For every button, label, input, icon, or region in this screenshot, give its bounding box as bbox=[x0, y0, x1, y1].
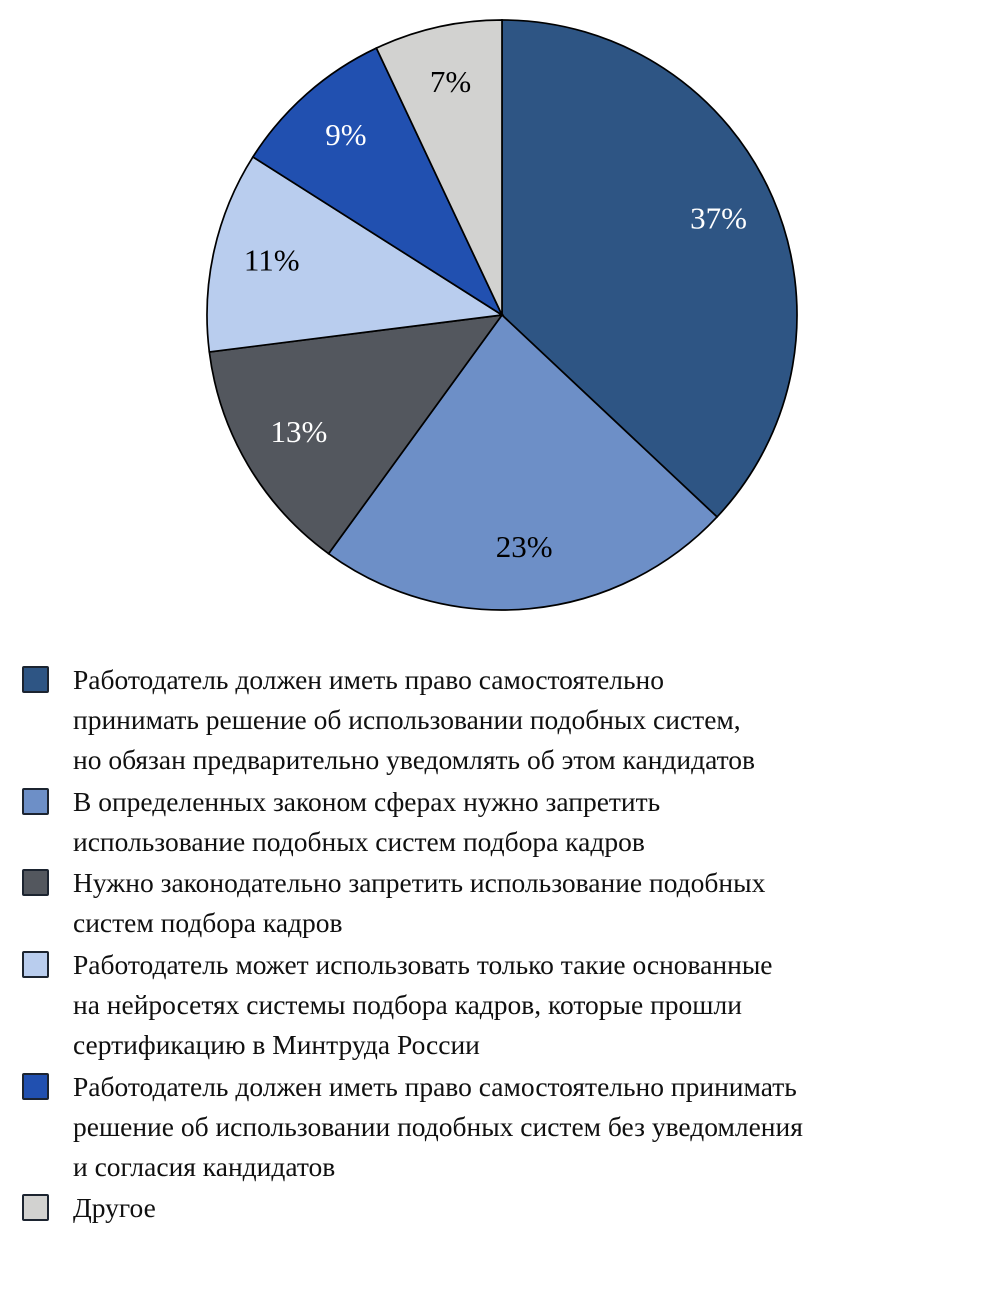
legend-item-3: Работодатель может использовать только т… bbox=[22, 945, 984, 1065]
legend-label-line: и согласия кандидатов bbox=[73, 1150, 336, 1182]
legend-label-2: Нужно законодательно запретить использов… bbox=[73, 863, 765, 943]
pie-slice-label-2: 13% bbox=[270, 414, 327, 449]
legend-label-3: Работодатель может использовать только т… bbox=[73, 945, 773, 1065]
pie-slice-5 bbox=[375, 19, 503, 316]
legend-label-line: Работодатель должен иметь право самостоя… bbox=[73, 1070, 797, 1102]
pie-chart: 37% 23% 13% 11% 9% 7% bbox=[0, 0, 1004, 618]
legend-label-line: решение об использовании подобных систем… bbox=[73, 1110, 803, 1142]
legend-label-line: использование подобных систем подбора ка… bbox=[73, 825, 645, 857]
pie-slice-0 bbox=[501, 19, 798, 519]
pie-slice-3 bbox=[206, 155, 505, 353]
legend-label-line: Нужно законодательно запретить использов… bbox=[73, 867, 766, 899]
legend-swatch-2 bbox=[22, 869, 49, 897]
legend-swatch-3 bbox=[22, 951, 49, 979]
pie-slice-2 bbox=[208, 313, 504, 555]
legend-item-1: В определенных законом сферах нужно запр… bbox=[22, 782, 984, 862]
legend-swatch-1 bbox=[22, 787, 49, 815]
legend-label-line: Другое bbox=[73, 1192, 156, 1224]
legend-item-4: Работодатель должен иметь право самостоя… bbox=[22, 1067, 984, 1187]
legend-swatch-5 bbox=[22, 1194, 49, 1222]
pie-slice-4 bbox=[251, 46, 505, 318]
legend-swatch-4 bbox=[22, 1072, 49, 1100]
pie-slice-label-4: 9% bbox=[325, 117, 366, 152]
legend-label-1: В определенных законом сферах нужно запр… bbox=[73, 782, 660, 862]
legend-label-line: систем подбора кадров bbox=[73, 907, 343, 939]
legend-label-line: принимать решение об использовании подоб… bbox=[73, 703, 741, 735]
legend-label-4: Работодатель должен иметь право самостоя… bbox=[73, 1067, 803, 1187]
legend-swatch-0 bbox=[22, 666, 49, 693]
legend-label-line: но обязан предварительно уведомлять об э… bbox=[73, 743, 756, 775]
chart-legend: Работодатель должен иметь право самостоя… bbox=[22, 660, 984, 1228]
legend-item-0: Работодатель должен иметь право самостоя… bbox=[22, 660, 984, 780]
pie-slice-1 bbox=[327, 313, 719, 611]
legend-label-0: Работодатель должен иметь право самостоя… bbox=[73, 660, 755, 780]
legend-item-5: Другое bbox=[22, 1188, 984, 1228]
legend-label-5: Другое bbox=[73, 1188, 156, 1228]
pie-slice-label-3: 11% bbox=[244, 243, 300, 278]
legend-label-line: В определенных законом сферах нужно запр… bbox=[73, 785, 661, 817]
pie-svg: 37% 23% 13% 11% 9% 7% bbox=[206, 19, 798, 611]
legend-label-line: Работодатель должен иметь право самостоя… bbox=[73, 664, 665, 695]
pie-slice-label-1: 23% bbox=[496, 529, 553, 564]
legend-item-2: Нужно законодательно запретить использов… bbox=[22, 863, 984, 943]
pie-slice-label-0: 37% bbox=[690, 200, 747, 235]
legend-label-line: сертификацию в Минтруда России bbox=[73, 1028, 480, 1060]
pie-slice-label-5: 7% bbox=[430, 64, 471, 99]
legend-label-line: на нейросетях системы подбора кадров, ко… bbox=[73, 989, 742, 1020]
legend-label-line: Работодатель может использовать только т… bbox=[73, 949, 773, 981]
